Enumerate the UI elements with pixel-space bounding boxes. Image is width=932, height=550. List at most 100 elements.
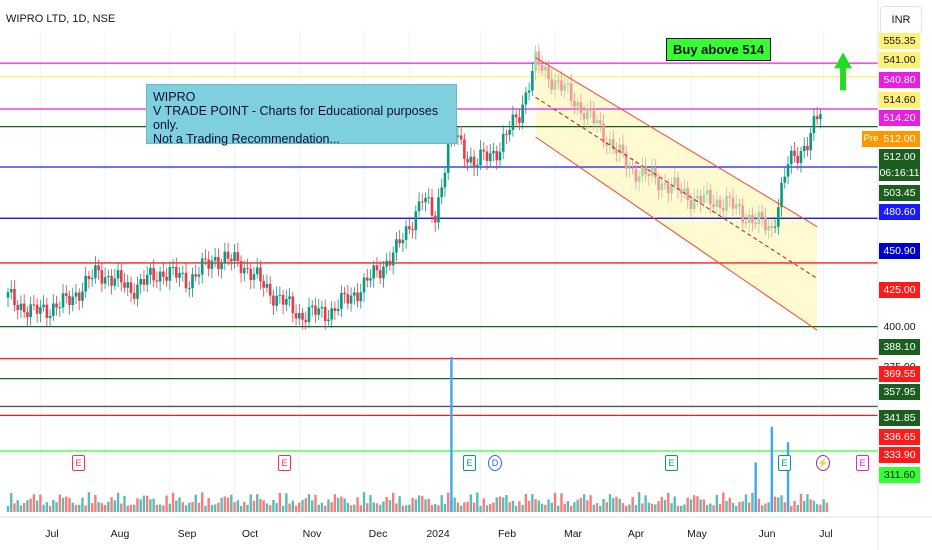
candle-body (336, 308, 340, 311)
volume-bar (634, 505, 638, 512)
volume-bar (722, 492, 725, 512)
month-tick-label: Jun (758, 528, 776, 540)
volume-bar (26, 500, 29, 512)
candle-body (786, 164, 790, 177)
event-marker[interactable]: E (665, 455, 678, 471)
volume-bar (408, 504, 411, 512)
volume-bar (359, 505, 362, 512)
note-line-1: WIPRO (153, 90, 196, 104)
candle-body (433, 215, 437, 223)
price-label: 357.95 (879, 384, 920, 400)
candle-body (297, 312, 301, 319)
volume-bar (197, 502, 201, 512)
candle-body (291, 296, 295, 314)
price-label: 450.90 (879, 243, 920, 259)
candle-body (692, 198, 696, 210)
candle-body (74, 292, 78, 297)
candle-body (537, 51, 541, 65)
candle-body (637, 176, 641, 182)
candle-body (217, 257, 220, 270)
event-marker[interactable]: ⚡ (816, 455, 830, 471)
candle-body (641, 165, 644, 177)
event-marker[interactable]: E (856, 455, 869, 471)
price-label: 369.55 (879, 366, 920, 382)
candle-body (90, 277, 94, 280)
volume-bar (65, 496, 68, 512)
event-marker[interactable]: D (488, 455, 502, 471)
candle-body (679, 189, 683, 194)
volume-bar (207, 497, 210, 512)
candle-body (242, 268, 246, 274)
volume-bar (278, 492, 282, 512)
volume-bar (366, 503, 369, 512)
candle-body (757, 211, 761, 225)
price-label: 480.60 (879, 204, 920, 220)
volume-bar (673, 496, 676, 512)
volume-spike (786, 442, 790, 512)
volume-bar (307, 494, 311, 512)
event-marker[interactable]: E (278, 455, 291, 471)
volume-bar (777, 497, 780, 512)
volume-bar (314, 494, 317, 512)
event-marker[interactable]: E (778, 455, 791, 471)
volume-bar (440, 495, 443, 512)
candle-body (466, 158, 469, 163)
candle-body (760, 211, 764, 218)
candle-body (58, 307, 62, 309)
candle-body (239, 260, 243, 274)
volume-bar (84, 505, 87, 512)
event-marker[interactable]: E (72, 455, 85, 471)
volume-bar (582, 494, 586, 512)
candle-body (715, 199, 719, 207)
volume-bar (699, 499, 702, 512)
month-tick-label: Apr (627, 528, 645, 540)
volume-bar (547, 499, 550, 512)
volume-bar (437, 505, 440, 512)
volume-bar (323, 505, 327, 512)
volume-bar (757, 498, 761, 512)
candle-body (213, 257, 217, 261)
volume-bar (6, 506, 10, 512)
volume-bar (94, 494, 97, 512)
volume-bar (265, 503, 269, 512)
candle-body (511, 114, 515, 130)
volume-bar (443, 503, 447, 512)
candle-body (819, 114, 822, 120)
candle-body (68, 295, 71, 306)
currency-selector[interactable]: INR (880, 6, 922, 34)
candle-body (145, 274, 149, 285)
volume-bar (379, 504, 382, 512)
event-marker[interactable]: E (463, 455, 476, 471)
volume-bar (362, 492, 366, 512)
candle-body (624, 152, 628, 169)
volume-bar (472, 502, 476, 512)
candle-body (362, 277, 366, 293)
volume-bar (107, 501, 110, 512)
candle-body (420, 201, 424, 203)
volume-bar (741, 501, 744, 512)
price-label: 540.80 (879, 72, 920, 88)
volume-bar (495, 497, 498, 512)
candle-body (404, 226, 408, 240)
volume-bar (747, 502, 751, 512)
candle-body (113, 278, 117, 286)
volume-bar (492, 502, 495, 512)
candle-body (272, 295, 275, 306)
candle-body (631, 167, 634, 169)
candle-body (543, 66, 547, 71)
volume-bar (566, 500, 570, 512)
volume-bar (268, 505, 272, 512)
volume-bar (557, 505, 560, 512)
volume-bar (191, 501, 194, 512)
volume-bar (162, 505, 165, 512)
volume-bar (815, 504, 819, 512)
candle-body (712, 204, 715, 207)
volume-bar (476, 492, 479, 512)
candle-body (683, 188, 686, 194)
volume-bar (806, 494, 809, 512)
volume-bar (446, 492, 450, 512)
channel-upper-line (535, 57, 818, 228)
volume-bar (120, 503, 123, 512)
candle-body (469, 156, 473, 163)
